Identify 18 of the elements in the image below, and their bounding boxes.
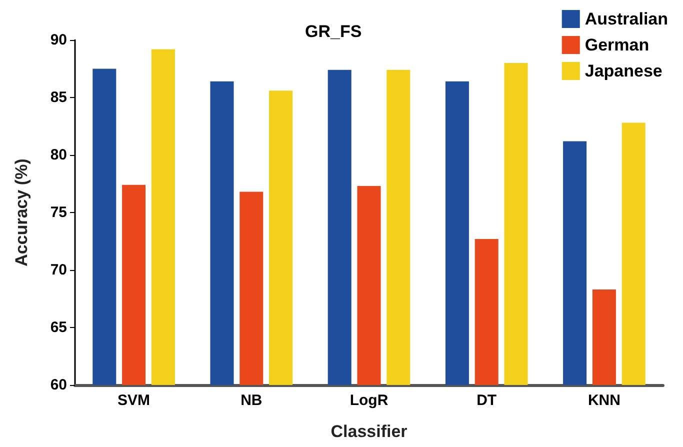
y-tick-label: 75: [50, 204, 67, 221]
chart-title: GR_FS: [305, 22, 362, 41]
x-tick-label: DT: [476, 392, 497, 409]
y-tick-label: 60: [50, 376, 67, 394]
x-axis-title: Classifier: [330, 422, 408, 441]
x-tick-label: LogR: [350, 392, 388, 409]
y-tick-label: 65: [50, 319, 67, 336]
y-tick-label: 85: [50, 89, 67, 106]
y-tick-label: 80: [50, 146, 67, 164]
legend-label: German: [584, 36, 650, 54]
x-tick-label: NB: [240, 392, 262, 409]
y-tick-label: 90: [50, 32, 67, 48]
y-tick-label: 70: [50, 262, 67, 278]
legend-label: Australian: [584, 10, 668, 28]
legend-label: Japanese: [584, 62, 662, 80]
y-axis-title: Accuracy (%): [12, 158, 31, 266]
x-tick-label: KNN: [588, 392, 620, 409]
x-tick-label: SVM: [118, 392, 150, 409]
